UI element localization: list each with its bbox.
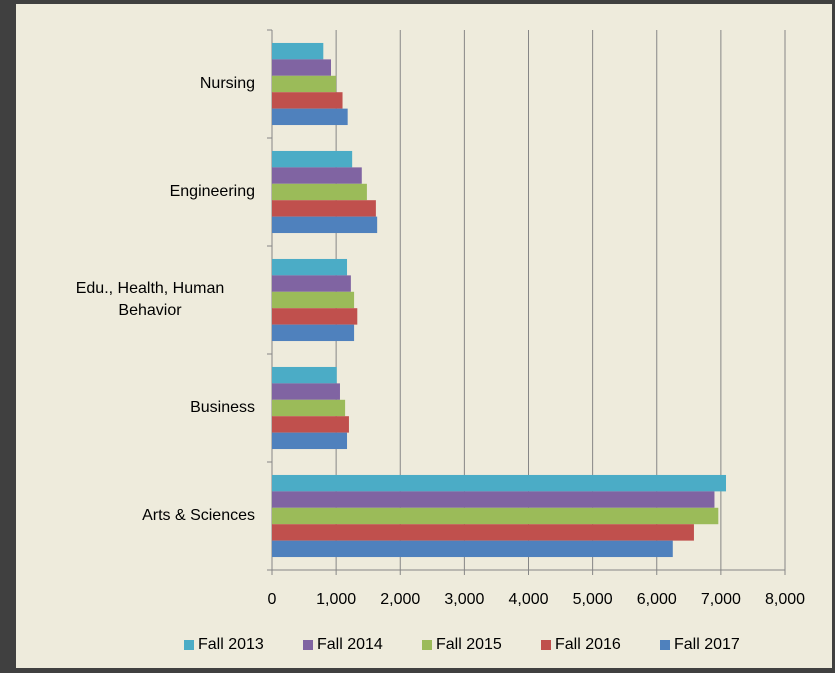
bar [272, 399, 346, 417]
x-tick-label: 2,000 [380, 591, 420, 608]
x-tick-label: 4,000 [508, 591, 548, 608]
x-tick-label: 7,000 [701, 591, 741, 608]
legend-label: Fall 2016 [555, 636, 621, 653]
bar [272, 92, 343, 109]
bar [272, 474, 727, 492]
bar [272, 108, 348, 126]
y-tick-label: Arts & Sciences [142, 507, 255, 524]
bar [272, 150, 353, 168]
x-tick-label: 8,000 [765, 591, 805, 608]
bar [272, 183, 367, 201]
x-tick-label: 0 [268, 591, 277, 608]
bar [272, 491, 715, 508]
x-tick-label: 6,000 [637, 591, 677, 608]
legend-swatch [541, 640, 551, 650]
bar [272, 59, 331, 76]
bar [272, 42, 324, 60]
legend-swatch [303, 640, 313, 650]
bar [272, 366, 337, 384]
x-tick-label: 3,000 [444, 591, 484, 608]
x-tick-label: 1,000 [316, 591, 356, 608]
legend-label: Fall 2017 [674, 636, 740, 653]
y-tick-label: Edu., Health, Human Behavior [75, 280, 225, 319]
bar [272, 308, 358, 325]
bar [272, 324, 355, 342]
bar [272, 200, 376, 217]
bar [272, 275, 351, 292]
chart-area [16, 4, 832, 668]
x-tick-label: 5,000 [573, 591, 613, 608]
bar [272, 524, 694, 541]
legend-label: Fall 2014 [317, 636, 383, 653]
legend-swatch [422, 640, 432, 650]
bar [272, 540, 673, 558]
bar [272, 167, 362, 184]
bar [272, 507, 719, 525]
legend-swatch [660, 640, 670, 650]
bar [272, 432, 348, 450]
y-tick-label: Engineering [169, 183, 255, 200]
legend-swatch [184, 640, 194, 650]
y-tick-label: Nursing [199, 75, 255, 92]
bar [272, 291, 355, 309]
legend-label: Fall 2013 [198, 636, 264, 653]
bar [272, 258, 348, 276]
bar [272, 216, 378, 234]
legend-label: Fall 2015 [436, 636, 502, 653]
bar [272, 75, 337, 93]
y-tick-label: Business [190, 399, 255, 416]
bar [272, 416, 349, 433]
bar [272, 383, 340, 400]
